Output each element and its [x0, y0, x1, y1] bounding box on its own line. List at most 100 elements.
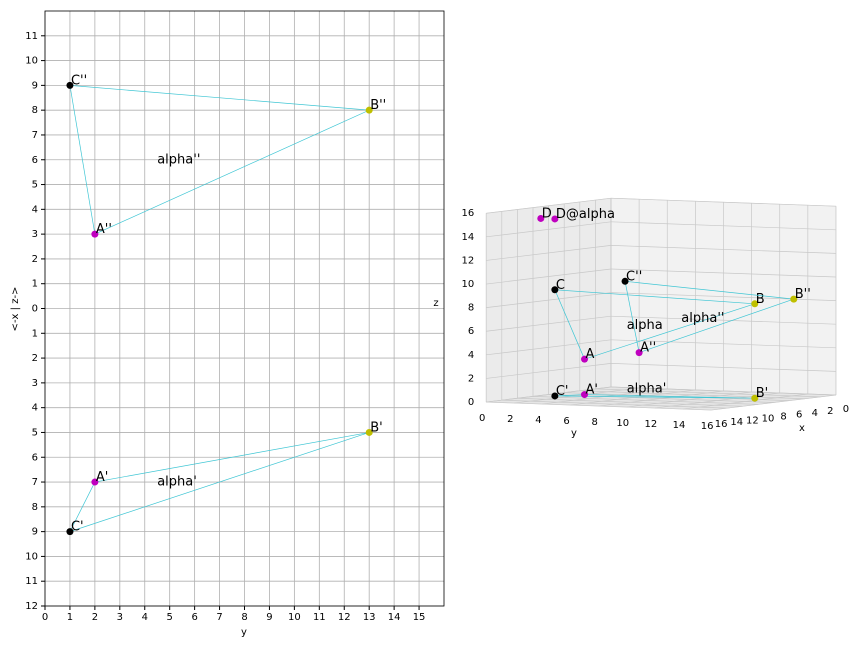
point	[91, 230, 99, 238]
point-label: C'	[556, 384, 569, 399]
y-tick-label: 16	[701, 421, 714, 432]
y-tick-label: 6	[32, 452, 38, 463]
annotation: alpha'	[627, 382, 667, 397]
point-label: C''	[626, 269, 642, 284]
y-tick-label: 12	[645, 419, 658, 430]
x-axis-label: y	[241, 627, 247, 638]
y-tick-label: 3	[32, 378, 38, 389]
point-label: B''	[370, 98, 386, 113]
grid-line	[610, 386, 836, 396]
x-tick-label: 6	[191, 612, 197, 623]
point	[581, 355, 589, 363]
z-tick-label: 14	[461, 232, 474, 243]
point-label: B'	[756, 386, 769, 401]
edge	[554, 394, 755, 399]
x-tick-label: 6	[796, 410, 802, 421]
x-tick-label: 4	[812, 408, 818, 419]
y-tick-label: 5	[32, 180, 38, 191]
grid-line	[501, 399, 727, 409]
x-axis-label: x	[799, 423, 805, 434]
y-tick-label: 0	[32, 304, 38, 315]
edge	[624, 280, 794, 353]
point	[551, 286, 559, 294]
z-tick-label: 8	[468, 303, 474, 314]
y-tick-label: 2	[507, 414, 513, 425]
x-tick-label: 5	[167, 612, 173, 623]
y-tick-label: 1	[32, 279, 38, 290]
point	[621, 277, 629, 285]
x-tick-label: 15	[413, 612, 426, 623]
grid-line	[532, 396, 758, 405]
x-tick-label: 14	[730, 417, 743, 428]
x-tick-label: 9	[266, 612, 272, 623]
point-label: A''	[640, 341, 656, 356]
point	[790, 295, 798, 303]
y-tick-label: 5	[32, 427, 38, 438]
point	[66, 81, 74, 89]
point	[551, 392, 559, 400]
x-tick-label: 14	[388, 612, 401, 623]
point-label: D@alpha	[556, 207, 615, 222]
y-tick-label: 11	[25, 576, 38, 587]
y-tick-label: 9	[32, 527, 38, 538]
y-tick-label: 1	[32, 328, 38, 339]
point-label: D	[542, 206, 552, 221]
x-tick-label: 13	[363, 612, 376, 623]
point	[91, 478, 99, 486]
y-tick-label: 4	[535, 415, 541, 426]
x-tick-label: 0	[843, 404, 849, 415]
edge	[554, 289, 755, 360]
y-tick-label: 2	[32, 254, 38, 265]
point-label: B'	[370, 420, 383, 435]
y-tick-label: 4	[32, 204, 38, 215]
x-tick-label: 1	[67, 612, 73, 623]
y-tick-label: 11	[25, 31, 38, 42]
x-tick-label: 16	[715, 419, 728, 430]
point	[365, 428, 373, 436]
y-tick-label: 6	[32, 155, 38, 166]
x-tick-label: 0	[42, 612, 48, 623]
y-tick-label: 9	[32, 80, 38, 91]
y-tick-label: 14	[673, 420, 686, 431]
edge	[69, 432, 370, 532]
y-tick-label: 12	[25, 601, 38, 612]
y-tick-label: 8	[32, 105, 38, 116]
y-tick-label: 4	[32, 403, 38, 414]
plot-frame	[44, 10, 445, 607]
z-tick-label: 6	[468, 326, 474, 337]
x-tick-label: 8	[780, 412, 786, 423]
x-tick-label: 7	[216, 612, 222, 623]
point-label: C'	[71, 520, 84, 535]
point	[635, 349, 643, 357]
point	[537, 214, 545, 222]
x-tick-label: 12	[338, 612, 351, 623]
y-axis-label: y	[571, 428, 577, 439]
point	[581, 391, 589, 399]
grid-line	[595, 388, 821, 398]
point-label: A'	[586, 383, 598, 398]
y-tick-label: 2	[32, 353, 38, 364]
y-tick-label: 8	[591, 417, 597, 428]
annotation: alpha	[627, 318, 663, 333]
x-tick-label: 11	[313, 612, 326, 623]
y-tick-label: 3	[32, 229, 38, 240]
z-tick-label: 16	[461, 208, 474, 219]
y-axis-label: <-x | z->	[10, 287, 21, 332]
point-label: A	[586, 347, 595, 362]
x-tick-label: 3	[117, 612, 123, 623]
y-tick-label: 7	[32, 477, 38, 488]
y-tick-label: 10	[25, 551, 38, 562]
point-label: B	[756, 292, 765, 307]
point-label: C	[556, 278, 565, 293]
point-label: A'	[96, 470, 108, 485]
grid-line	[579, 390, 805, 400]
point-label: B''	[795, 287, 811, 302]
y-tick-label: 7	[32, 130, 38, 141]
point	[551, 215, 559, 223]
y-tick-label: 10	[616, 418, 629, 429]
z-tick-label: 10	[461, 279, 474, 290]
z-tick-label: 2	[468, 373, 474, 384]
x-tick-label: 10	[288, 612, 301, 623]
z-axis-label: z	[433, 298, 438, 309]
